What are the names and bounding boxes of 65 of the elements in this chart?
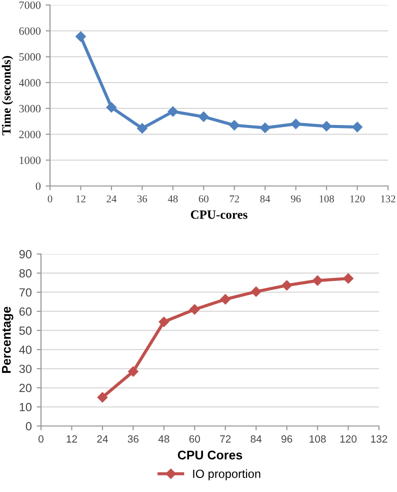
x-tick-label: 36 [137, 195, 148, 202]
y-tick-label: 7000 [19, 1, 41, 9]
x-tick-label: 48 [158, 435, 170, 443]
y-tick-label: 0 [26, 422, 32, 430]
y-tick-label: 2000 [19, 130, 41, 138]
point [198, 112, 209, 122]
x-tick-label: 0 [48, 195, 52, 202]
y-tick-label: 20 [19, 384, 32, 392]
y-tick-label: 1000 [20, 156, 41, 164]
point [352, 122, 362, 132]
x-tick-label: 132 [371, 435, 388, 443]
y-tick-label: 50 [19, 326, 32, 335]
x-tick-label: 48 [168, 195, 178, 202]
point [312, 275, 323, 286]
x-axis-title: CPU Cores [178, 450, 242, 460]
y-tick-label: 10 [20, 402, 32, 412]
x-tick-label: 12 [66, 435, 77, 443]
y-tick-label: 5000 [19, 53, 41, 61]
x-tick-label: 24 [106, 195, 116, 202]
x-tick-label: 24 [97, 435, 108, 443]
x-tick-label: 72 [220, 435, 231, 443]
y-tick-label: 3000 [19, 104, 41, 112]
y-tick-label: 60 [19, 307, 32, 316]
x-tick-label: 120 [340, 435, 357, 443]
point [260, 122, 270, 133]
point [168, 106, 178, 117]
point [128, 366, 138, 377]
point [76, 31, 86, 42]
y-axis-title: Time (seconds) [2, 56, 14, 136]
x-tick-label: 12 [76, 195, 86, 202]
legend-label: IO proportion [193, 469, 260, 480]
x-tick-label: 96 [282, 435, 292, 443]
point [97, 392, 108, 402]
x-tick-label: 84 [260, 195, 270, 202]
x-tick-label: 96 [290, 195, 301, 202]
x-tick-label: 60 [198, 195, 208, 202]
x-tick-label: 132 [381, 195, 396, 202]
point [343, 273, 354, 284]
x-tick-label: 108 [320, 195, 334, 202]
x-tick-label: 60 [189, 435, 200, 443]
x-tick-label: 84 [250, 435, 262, 443]
point [282, 280, 292, 290]
x-tick-label: 108 [310, 435, 326, 443]
x-tick-label: 120 [350, 195, 365, 202]
y-tick-label: 6000 [19, 27, 41, 35]
y-axis-title: Percentage [2, 306, 14, 373]
y-tick-label: 90 [19, 250, 32, 258]
point [220, 294, 230, 304]
point [229, 120, 240, 130]
x-tick-label: 36 [128, 435, 139, 443]
point [190, 304, 200, 315]
point [290, 118, 301, 130]
x-tick-label: 72 [230, 195, 239, 202]
y-tick-label: 70 [19, 288, 32, 297]
point [250, 286, 262, 297]
y-tick-label: 4000 [18, 79, 41, 87]
point [321, 121, 332, 132]
point [137, 123, 148, 134]
point [106, 102, 117, 113]
x-axis-title: CPU-cores [190, 210, 248, 219]
y-tick-label: 80 [19, 269, 32, 278]
y-tick-label: 40 [19, 346, 32, 354]
y-tick-label: 0 [36, 182, 41, 190]
point [158, 316, 170, 327]
y-tick-label: 30 [19, 364, 32, 374]
